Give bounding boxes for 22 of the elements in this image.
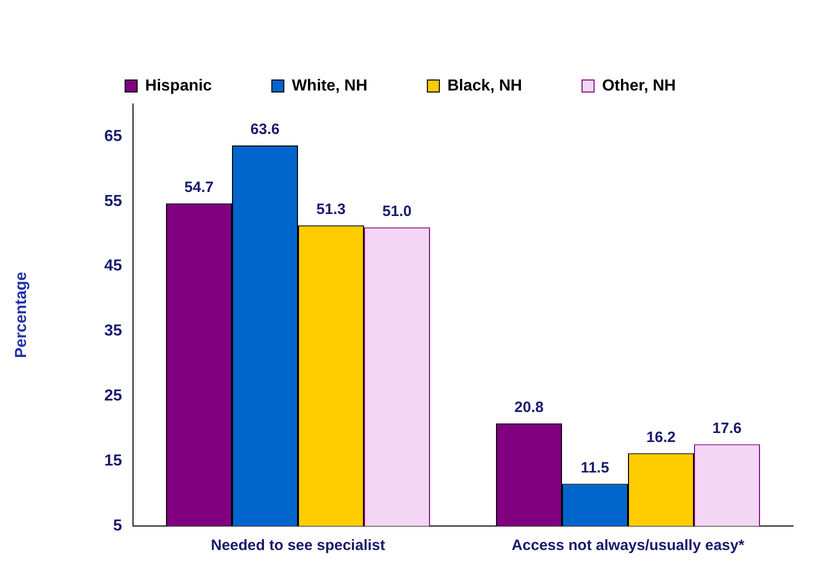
- legend-label: White, NH: [292, 77, 368, 94]
- y-tick-label: 35: [104, 322, 122, 340]
- legend-label: Other, NH: [602, 77, 676, 94]
- y-tick-label: 65: [104, 128, 122, 145]
- y-axis-title: Percentage: [13, 272, 30, 358]
- data-label: 17.6: [712, 420, 742, 437]
- data-label: 51.3: [316, 201, 346, 218]
- data-label: 51.0: [382, 202, 412, 220]
- legend-label: Black, NH: [447, 77, 522, 94]
- legend-label: Hispanic: [145, 77, 212, 94]
- data-label: 16.2: [646, 428, 676, 446]
- data-label: 20.8: [514, 399, 544, 416]
- y-tick-label: 5: [113, 517, 122, 534]
- data-label: 11.5: [580, 459, 610, 476]
- x-tick-label: Access not always/usually easy*: [512, 537, 744, 554]
- y-tick-label: 45: [104, 258, 122, 275]
- y-tick-label: 55: [104, 192, 122, 210]
- y-tick-label: 15: [104, 452, 122, 470]
- x-tick-label: Needed to see specialist: [210, 537, 386, 554]
- data-label: 63.6: [250, 121, 280, 138]
- data-label: 54.7: [184, 178, 214, 196]
- y-tick-label: 25: [104, 388, 122, 405]
